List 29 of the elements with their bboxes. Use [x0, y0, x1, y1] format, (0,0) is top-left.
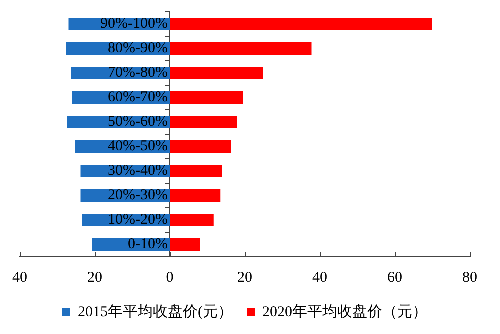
y-tick-label: 90%-100% [100, 16, 168, 32]
bar [170, 42, 312, 55]
y-tick-label: 30%-40% [108, 163, 168, 180]
bar [170, 92, 244, 104]
x-tick-label: 20 [88, 270, 102, 286]
y-tick-label: 50%-60% [108, 114, 168, 130]
bar [170, 18, 432, 30]
bar [170, 190, 221, 202]
bar [170, 165, 222, 178]
x-tick-label: 80 [462, 270, 478, 286]
x-tick-label: 40 [312, 270, 328, 286]
y-tick-label: 20%-30% [108, 188, 168, 204]
x-tick-label: 40 [12, 270, 28, 286]
bar [170, 67, 264, 80]
y-tick-label: 40%-50% [108, 138, 168, 155]
legend-label: 2020年平均收盘价（元） [262, 303, 428, 320]
x-tick-label: 20 [238, 270, 252, 286]
x-tick-label: 60 [388, 270, 402, 286]
bar [170, 140, 232, 153]
y-tick-label: 60%-70% [108, 90, 168, 106]
legend-label: 2015年平均收盘价(元） [78, 303, 233, 320]
bar [170, 116, 238, 128]
y-tick-label: 10%-20% [108, 212, 168, 228]
x-tick-label: 0 [166, 270, 174, 286]
y-tick-label: 80%-90% [108, 40, 168, 57]
y-tick-label: 0-10% [128, 236, 168, 253]
bar [170, 214, 214, 226]
bar [170, 238, 200, 251]
y-tick-label: 70%-80% [108, 65, 168, 82]
